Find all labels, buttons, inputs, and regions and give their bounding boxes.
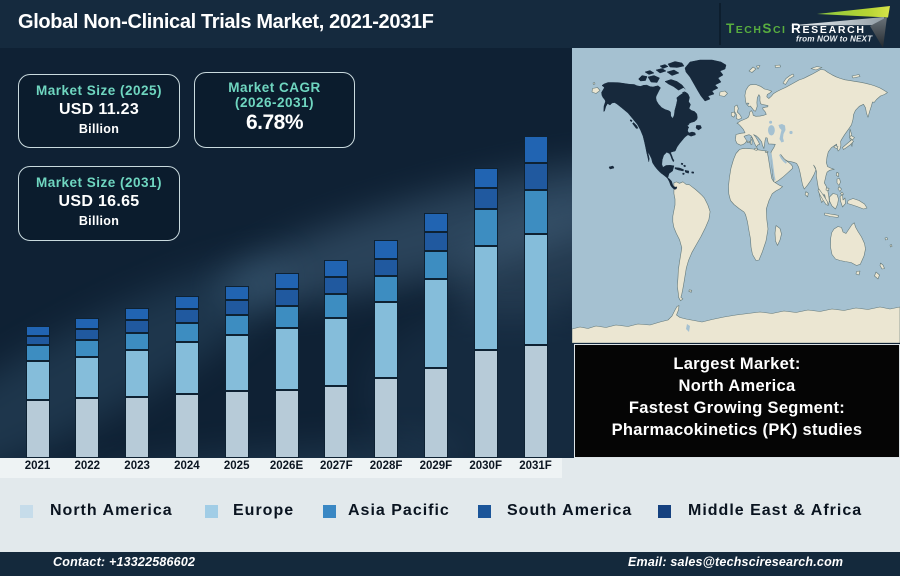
svg-text:TECHSCI: TECHSCI bbox=[726, 21, 786, 36]
svg-text:RESEARCH: RESEARCH bbox=[791, 21, 866, 36]
svg-text:from NOW to NEXT: from NOW to NEXT bbox=[796, 35, 873, 44]
